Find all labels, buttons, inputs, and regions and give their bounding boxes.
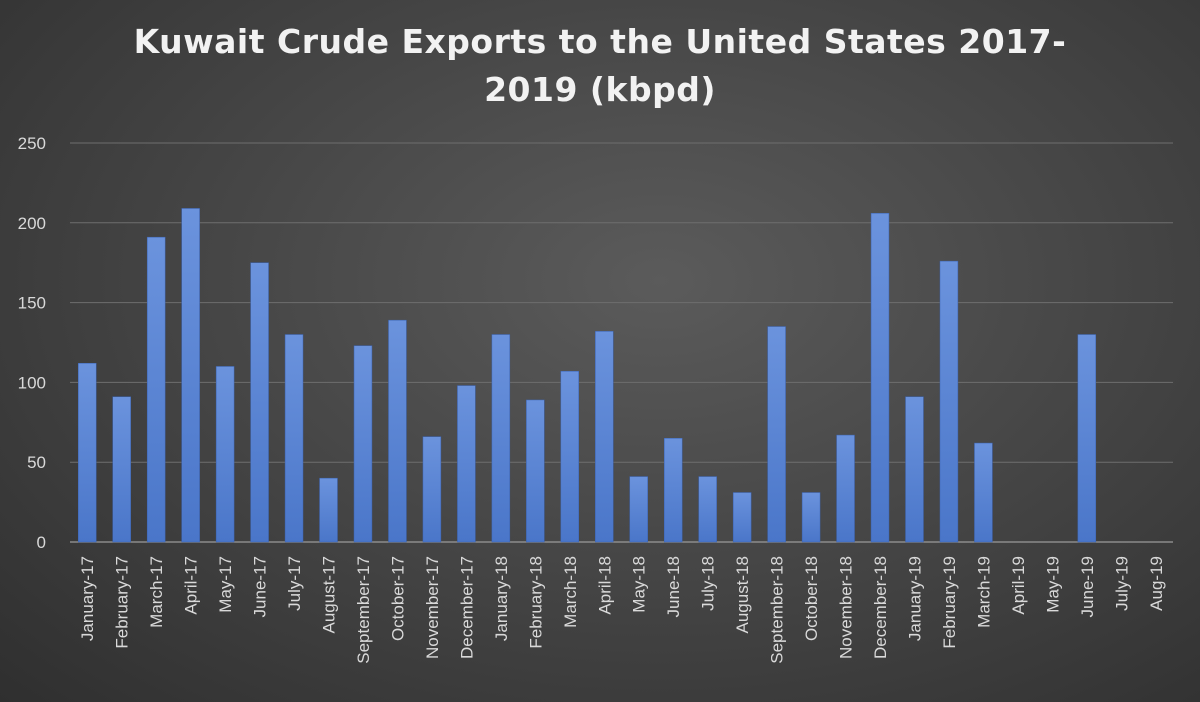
bar-July-18 <box>698 476 717 543</box>
x-tick-label-July-18: July-18 <box>699 556 718 611</box>
x-tick-label-June-19: June-19 <box>1078 556 1097 617</box>
x-tick-label-June-18: June-18 <box>664 556 683 617</box>
bar-January-17 <box>78 362 97 543</box>
bar-January-18 <box>491 334 511 543</box>
bar-November-18 <box>836 434 855 543</box>
x-tick-label-February-17: February-17 <box>113 556 132 649</box>
bar-December-17 <box>457 385 476 543</box>
bar-March-19 <box>974 442 993 543</box>
bar-July-17 <box>284 334 304 543</box>
bar-March-18 <box>560 370 580 543</box>
x-tick-label-March-19: March-19 <box>974 556 993 628</box>
y-tick-label-0: 0 <box>37 533 46 552</box>
bar-May-17 <box>215 366 235 543</box>
bar-February-18 <box>526 399 545 543</box>
x-tick-label-July-19: July-19 <box>1112 556 1131 611</box>
x-tick-label-December-18: December-18 <box>871 556 890 659</box>
x-tick-label-May-17: May-17 <box>216 556 235 613</box>
x-tick-label-May-18: May-18 <box>630 556 649 613</box>
bar-April-17 <box>181 208 200 543</box>
bar-August-18 <box>732 492 752 543</box>
x-tick-label-May-19: May-19 <box>1043 556 1062 613</box>
x-tick-label-January-17: January-17 <box>78 556 97 641</box>
y-tick-label-50: 50 <box>27 453 46 472</box>
x-tick-label-August-17: August-17 <box>320 556 339 634</box>
x-tick-label-April-17: April-17 <box>182 556 201 615</box>
bar-June-18 <box>663 438 683 543</box>
x-tick-label-February-18: February-18 <box>526 556 545 649</box>
x-tick-label-March-17: March-17 <box>147 556 166 628</box>
bar-November-17 <box>422 436 442 543</box>
bar-September-18 <box>767 326 786 543</box>
x-tick-label-December-17: December-17 <box>457 556 476 659</box>
x-tick-label-September-17: September-17 <box>354 556 373 664</box>
bar-June-17 <box>250 262 269 543</box>
x-tick-label-July-17: July-17 <box>285 556 304 611</box>
bar-March-17 <box>146 236 166 543</box>
x-tick-label-April-18: April-18 <box>595 556 614 615</box>
x-tick-label-October-17: October-17 <box>388 556 407 641</box>
x-tick-label-February-19: February-19 <box>940 556 959 649</box>
bar-January-19 <box>905 396 924 543</box>
x-tick-label-June-17: June-17 <box>251 556 270 617</box>
bar-February-17 <box>112 396 131 543</box>
x-tick-label-August-18: August-18 <box>733 556 752 634</box>
x-tick-label-October-18: October-18 <box>802 556 821 641</box>
chart-title-line-2: 2019 (kbpd) <box>484 70 716 109</box>
bar-September-17 <box>353 345 373 543</box>
bar-October-18 <box>801 492 821 543</box>
bar-February-19 <box>939 260 959 543</box>
bar-August-17 <box>319 477 338 543</box>
bar-June-19 <box>1077 334 1097 543</box>
bar-October-17 <box>388 319 407 543</box>
x-tick-label-November-18: November-18 <box>837 556 856 659</box>
bar-April-18 <box>595 331 614 543</box>
y-tick-label-200: 200 <box>18 214 46 233</box>
x-tick-label-January-19: January-19 <box>905 556 924 641</box>
y-tick-label-250: 250 <box>18 134 46 153</box>
bar-May-18 <box>629 476 648 543</box>
x-tick-label-Aug-19: Aug-19 <box>1147 556 1166 611</box>
x-tick-label-September-18: September-18 <box>768 556 787 664</box>
chart-title: Kuwait Crude Exports to the United State… <box>0 18 1200 114</box>
bar-December-18 <box>870 212 890 543</box>
y-tick-label-100: 100 <box>18 373 46 392</box>
chart-title-line-1: Kuwait Crude Exports to the United State… <box>133 22 1067 61</box>
x-tick-label-November-17: November-17 <box>423 556 442 659</box>
x-tick-label-January-18: January-18 <box>492 556 511 641</box>
x-tick-label-April-19: April-19 <box>1009 556 1028 615</box>
y-tick-label-150: 150 <box>18 294 46 313</box>
x-tick-label-March-18: March-18 <box>561 556 580 628</box>
